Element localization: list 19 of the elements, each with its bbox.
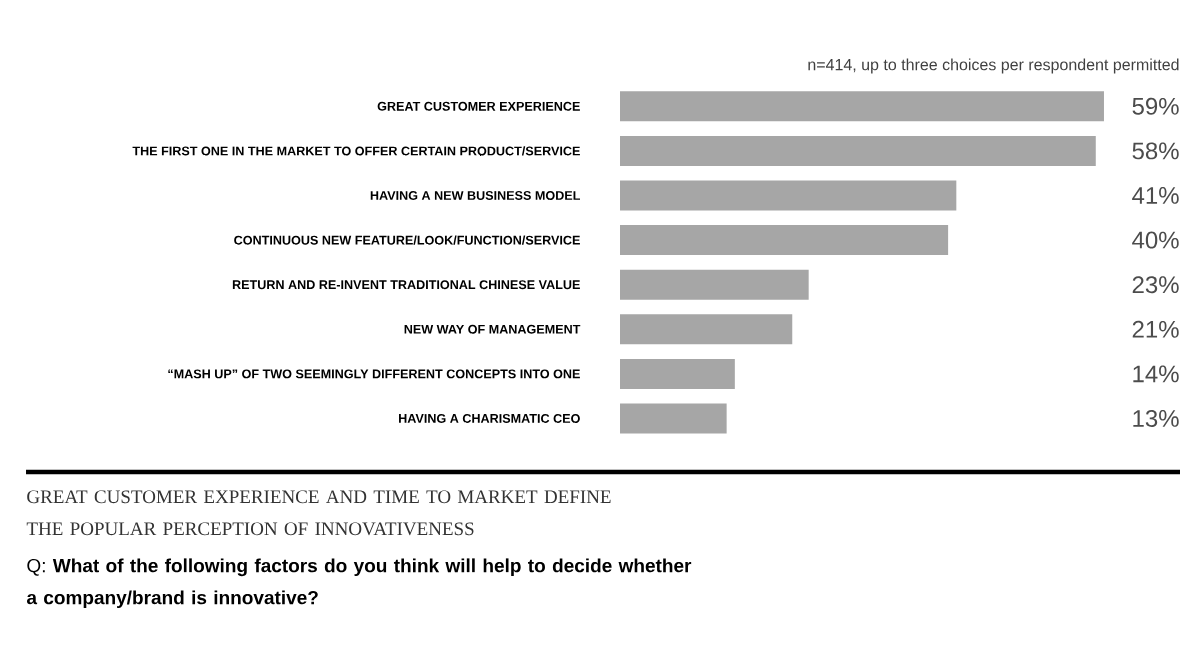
bar — [620, 225, 949, 256]
text: GREAT CUSTOMER EXPERIENCE AND TIME TO MARKET DEFINE THE POPULAR PERCEPTION OF INNOVATIVENESS — [26, 490, 611, 536]
bar — [620, 135, 1096, 166]
text: n=414, up to three choices per respondent permitted — [808, 58, 1179, 74]
text: Q: What of the following factors do you think will help to decide whether a company/brand is innovative? — [26, 558, 692, 609]
data-label: 58% — [1132, 142, 1179, 160]
data-label: 13% — [1133, 409, 1179, 427]
data-label: 41% — [1132, 187, 1179, 204]
bar — [620, 91, 1104, 122]
data-label: 40% — [1132, 231, 1179, 249]
bar — [620, 403, 727, 434]
data-label: 14% — [1133, 365, 1179, 383]
bar — [620, 269, 809, 300]
data-label: 59% — [1132, 97, 1179, 115]
bar — [620, 314, 793, 345]
bar — [620, 180, 957, 211]
data-label: 21% — [1132, 320, 1179, 338]
bar — [620, 358, 735, 389]
data-label: 23% — [1132, 276, 1179, 294]
